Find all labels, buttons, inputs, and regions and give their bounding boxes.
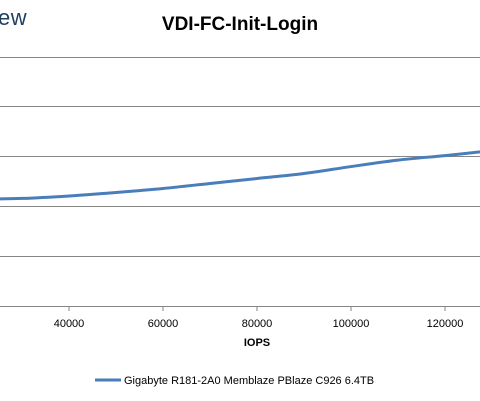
x-tick-label: 100000	[333, 318, 370, 330]
legend: Gigabyte R181-2A0 Memblaze PBlaze C926 6…	[95, 375, 374, 387]
x-tick-labels: 40000 60000 80000 100000 120000	[54, 306, 464, 330]
chart-title: VDI-FC-Init-Login	[161, 14, 319, 35]
series-line	[0, 150, 480, 201]
brand-logo-text: ew	[0, 5, 28, 30]
x-tick-label: 120000	[427, 318, 464, 330]
x-tick-label: 60000	[148, 318, 179, 330]
x-axis-label: IOPS	[244, 337, 270, 349]
x-tick-label: 80000	[242, 318, 273, 330]
gridlines	[0, 57, 480, 307]
legend-label: Gigabyte R181-2A0 Memblaze PBlaze C926 6…	[124, 375, 374, 387]
x-tick-label: 40000	[54, 318, 85, 330]
